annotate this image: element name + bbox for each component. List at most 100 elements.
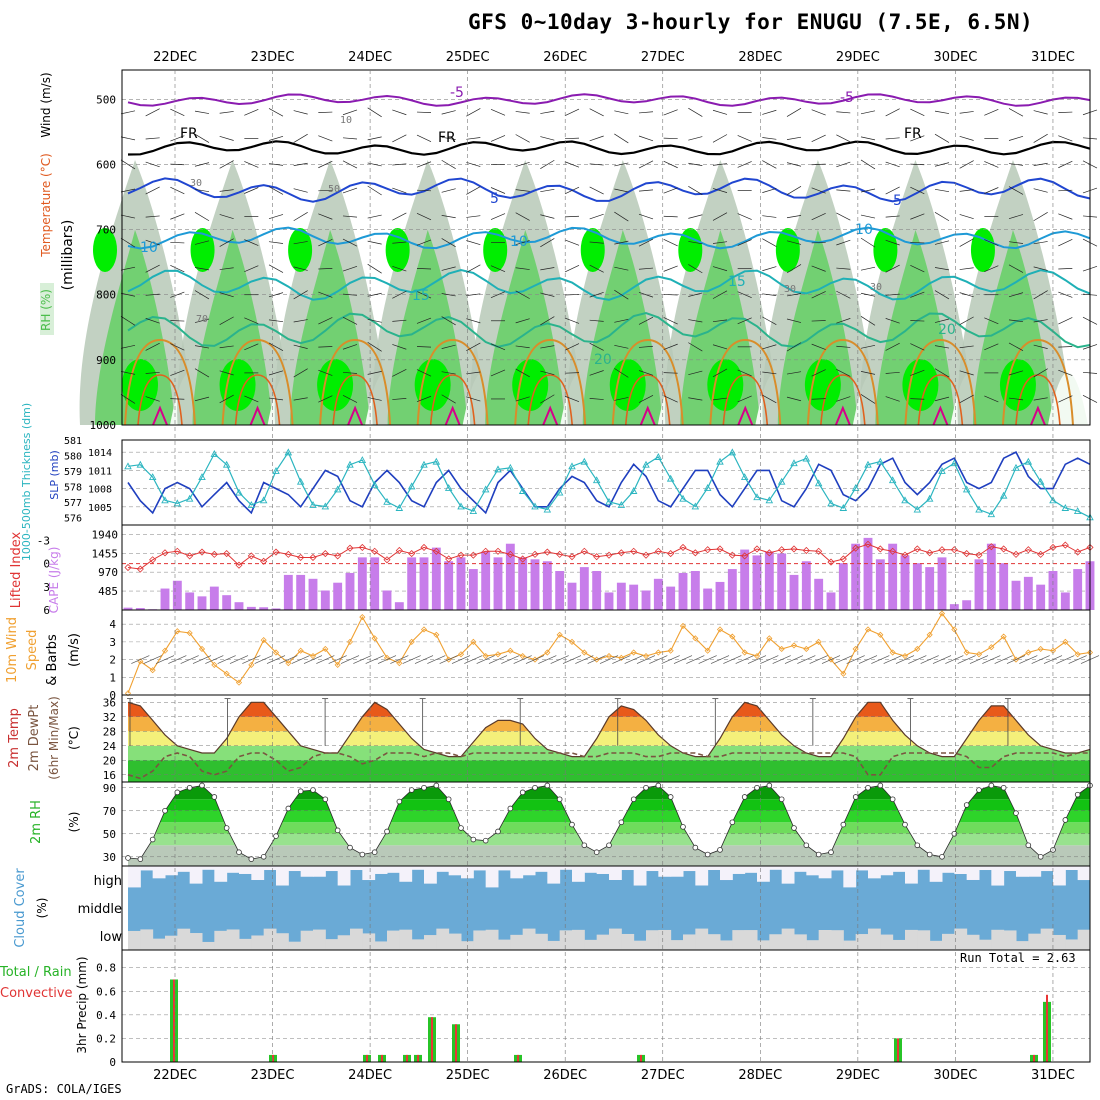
wind-barb [219,370,234,376]
thickness-marker [1036,477,1045,485]
lifted-index-marker [864,540,872,548]
wind-barb [1008,108,1024,117]
thickness-marker [124,462,132,470]
wind-barb-10m [402,655,421,664]
rh-shade-region [288,228,313,272]
wind-barb [416,317,432,324]
wind-barb [392,163,407,166]
rh-marker [223,825,230,831]
wind-speed-marker [790,642,798,649]
wind-barb [268,342,284,352]
wind-barb-10m [661,655,680,664]
rh2m-axis-label: 2m RH [29,800,44,844]
wind-barb [836,396,851,402]
wind-barb-10m [686,655,705,664]
lifted-index-marker [654,547,662,555]
wind-barb [786,342,802,352]
wind-barb [688,342,703,352]
rh-marker [149,836,156,843]
wind-barb [934,267,950,271]
thickness-marker [333,485,342,493]
rh-tick-label: 50 [103,828,116,841]
rh-marker [458,825,464,831]
wind-barb [811,265,826,272]
wind-barb [120,110,136,115]
wind-barb [145,161,160,168]
cloud-high-clear [559,866,573,870]
cloud-low-fill [189,933,203,950]
wind-barb [934,240,950,245]
wind-barb [564,372,580,374]
cape-bar [1036,584,1046,610]
wind10m-speed-label: Speed [25,630,40,671]
wind-barb [786,396,802,402]
wind-barb [1058,238,1073,247]
cloud-low-fill [202,941,215,950]
rh-marker [1000,784,1007,791]
lifted-index-marker [963,550,971,558]
wind-barb [934,290,950,300]
wind-barb [219,214,234,219]
wind-speed-line [127,612,1091,694]
wind-speed-marker [223,670,230,677]
wind-speed-marker [889,649,896,656]
dewpoint-line [127,752,1090,780]
wind-barb [145,264,160,273]
cloud-high-clear [707,866,721,871]
wind-barb [786,186,802,196]
wind-barb [836,212,851,221]
thickness-marker [913,505,922,513]
wind-barb-10m [143,655,162,664]
wind-barb [466,318,481,324]
wind-barb-10m [747,655,767,664]
lifted-index-marker [926,549,934,557]
wind-barb [1058,111,1073,113]
temp-contour-25 [709,338,782,426]
cloud-low-fill [214,930,228,950]
cape-bar [962,600,972,610]
wind-barb [170,241,185,244]
lifted-index-marker [432,547,440,555]
wind-barb [490,187,506,194]
temp-contour-minus5 [127,93,1091,107]
lifted-index-marker [371,547,379,555]
cloud-high-clear [522,866,536,876]
cape-bar [949,604,959,610]
wind-barb [490,109,506,116]
cloud-low-fill [1003,930,1017,950]
temp-contour-20 [127,311,1091,349]
wind-barb [466,137,481,140]
wind-barb [318,111,333,113]
cloud-low-fill [424,935,437,950]
lifted-index-marker [457,551,465,559]
rh-marker [1025,842,1032,849]
thickness-marker [1012,463,1020,471]
cloud-high-clear [510,866,524,879]
wind-barb-10m [945,655,964,664]
rh-marker [643,784,649,791]
wind-barb-10m [427,655,446,664]
slp-line [127,451,1091,515]
cloud-high-clear [239,866,252,874]
wind-speed-marker [211,661,218,668]
wind-barb [984,239,999,246]
wind-barb [737,239,752,246]
temp2m-axis-label: 2m Temp [7,708,22,768]
rh-marker [655,782,662,789]
thickness-marker [235,488,243,496]
wind-barb [170,108,185,116]
wind-speed-marker [272,649,280,656]
wind-barb-10m [242,655,261,664]
cloud-low-fill [806,940,820,950]
wind-barb [663,160,678,169]
cloud-low-fill [559,930,573,950]
wind-barb [318,135,333,142]
wind-barb [441,136,456,140]
wind-barb [120,371,136,375]
lifted-index-marker [531,550,539,558]
thickness-marker [1049,496,1057,504]
rh-marker [297,788,304,795]
wind-barb [515,111,530,114]
lifted-index-marker [247,552,255,560]
bottom-date-label: 30DEC [933,1068,977,1083]
